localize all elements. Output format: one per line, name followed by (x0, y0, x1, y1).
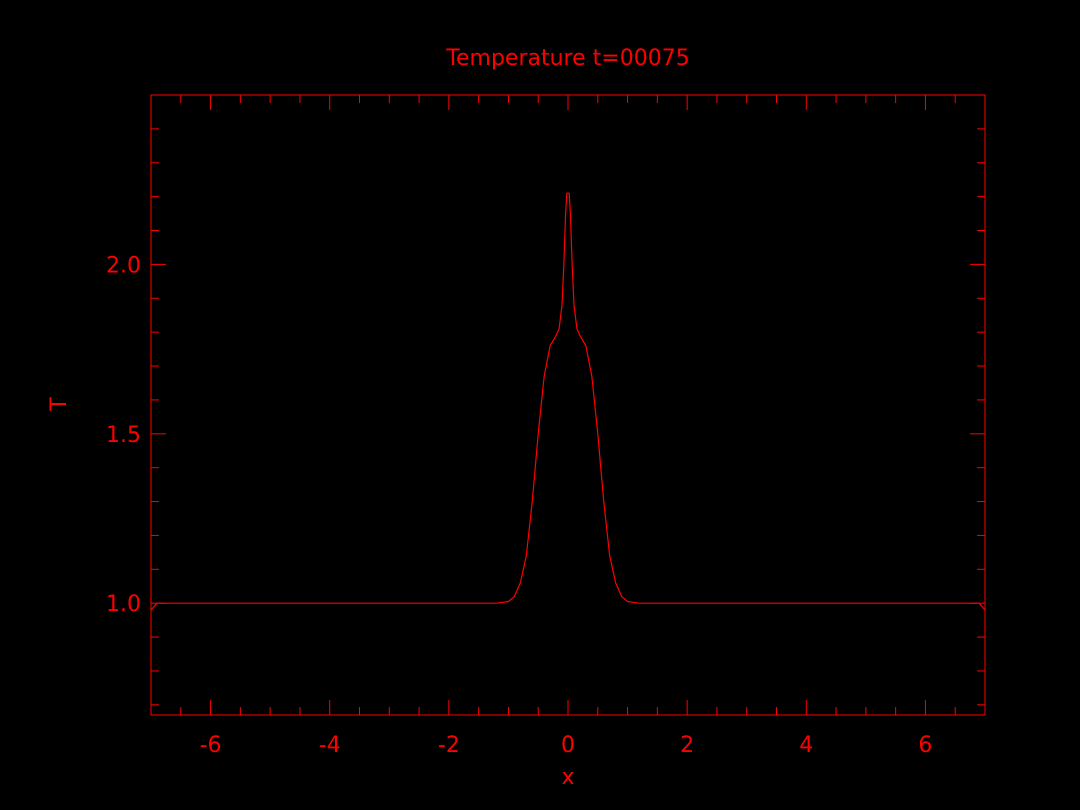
chart-title: Temperature t=00075 (445, 46, 689, 71)
x-tick-label: -2 (438, 733, 460, 758)
temperature-series-line (150, 192, 986, 611)
y-axis-label: T (47, 397, 72, 412)
axis-ticks: -6 -4 -2 0 2 4 6 1.0 1.5 2.0 (106, 95, 985, 758)
x-axis-label: x (561, 765, 574, 790)
x-tick-label: -6 (200, 733, 222, 758)
y-tick-label: 1.5 (106, 423, 141, 448)
x-tick-label: 4 (799, 733, 813, 758)
x-tick-label: -4 (319, 733, 341, 758)
x-tick-label: 6 (918, 733, 932, 758)
series-group (150, 192, 986, 611)
y-tick-label: 2.0 (106, 253, 141, 278)
plot-frame (150, 94, 986, 716)
y-tick-label: 1.0 (106, 592, 141, 617)
x-tick-label: 2 (680, 733, 694, 758)
x-tick-label: 0 (561, 733, 575, 758)
